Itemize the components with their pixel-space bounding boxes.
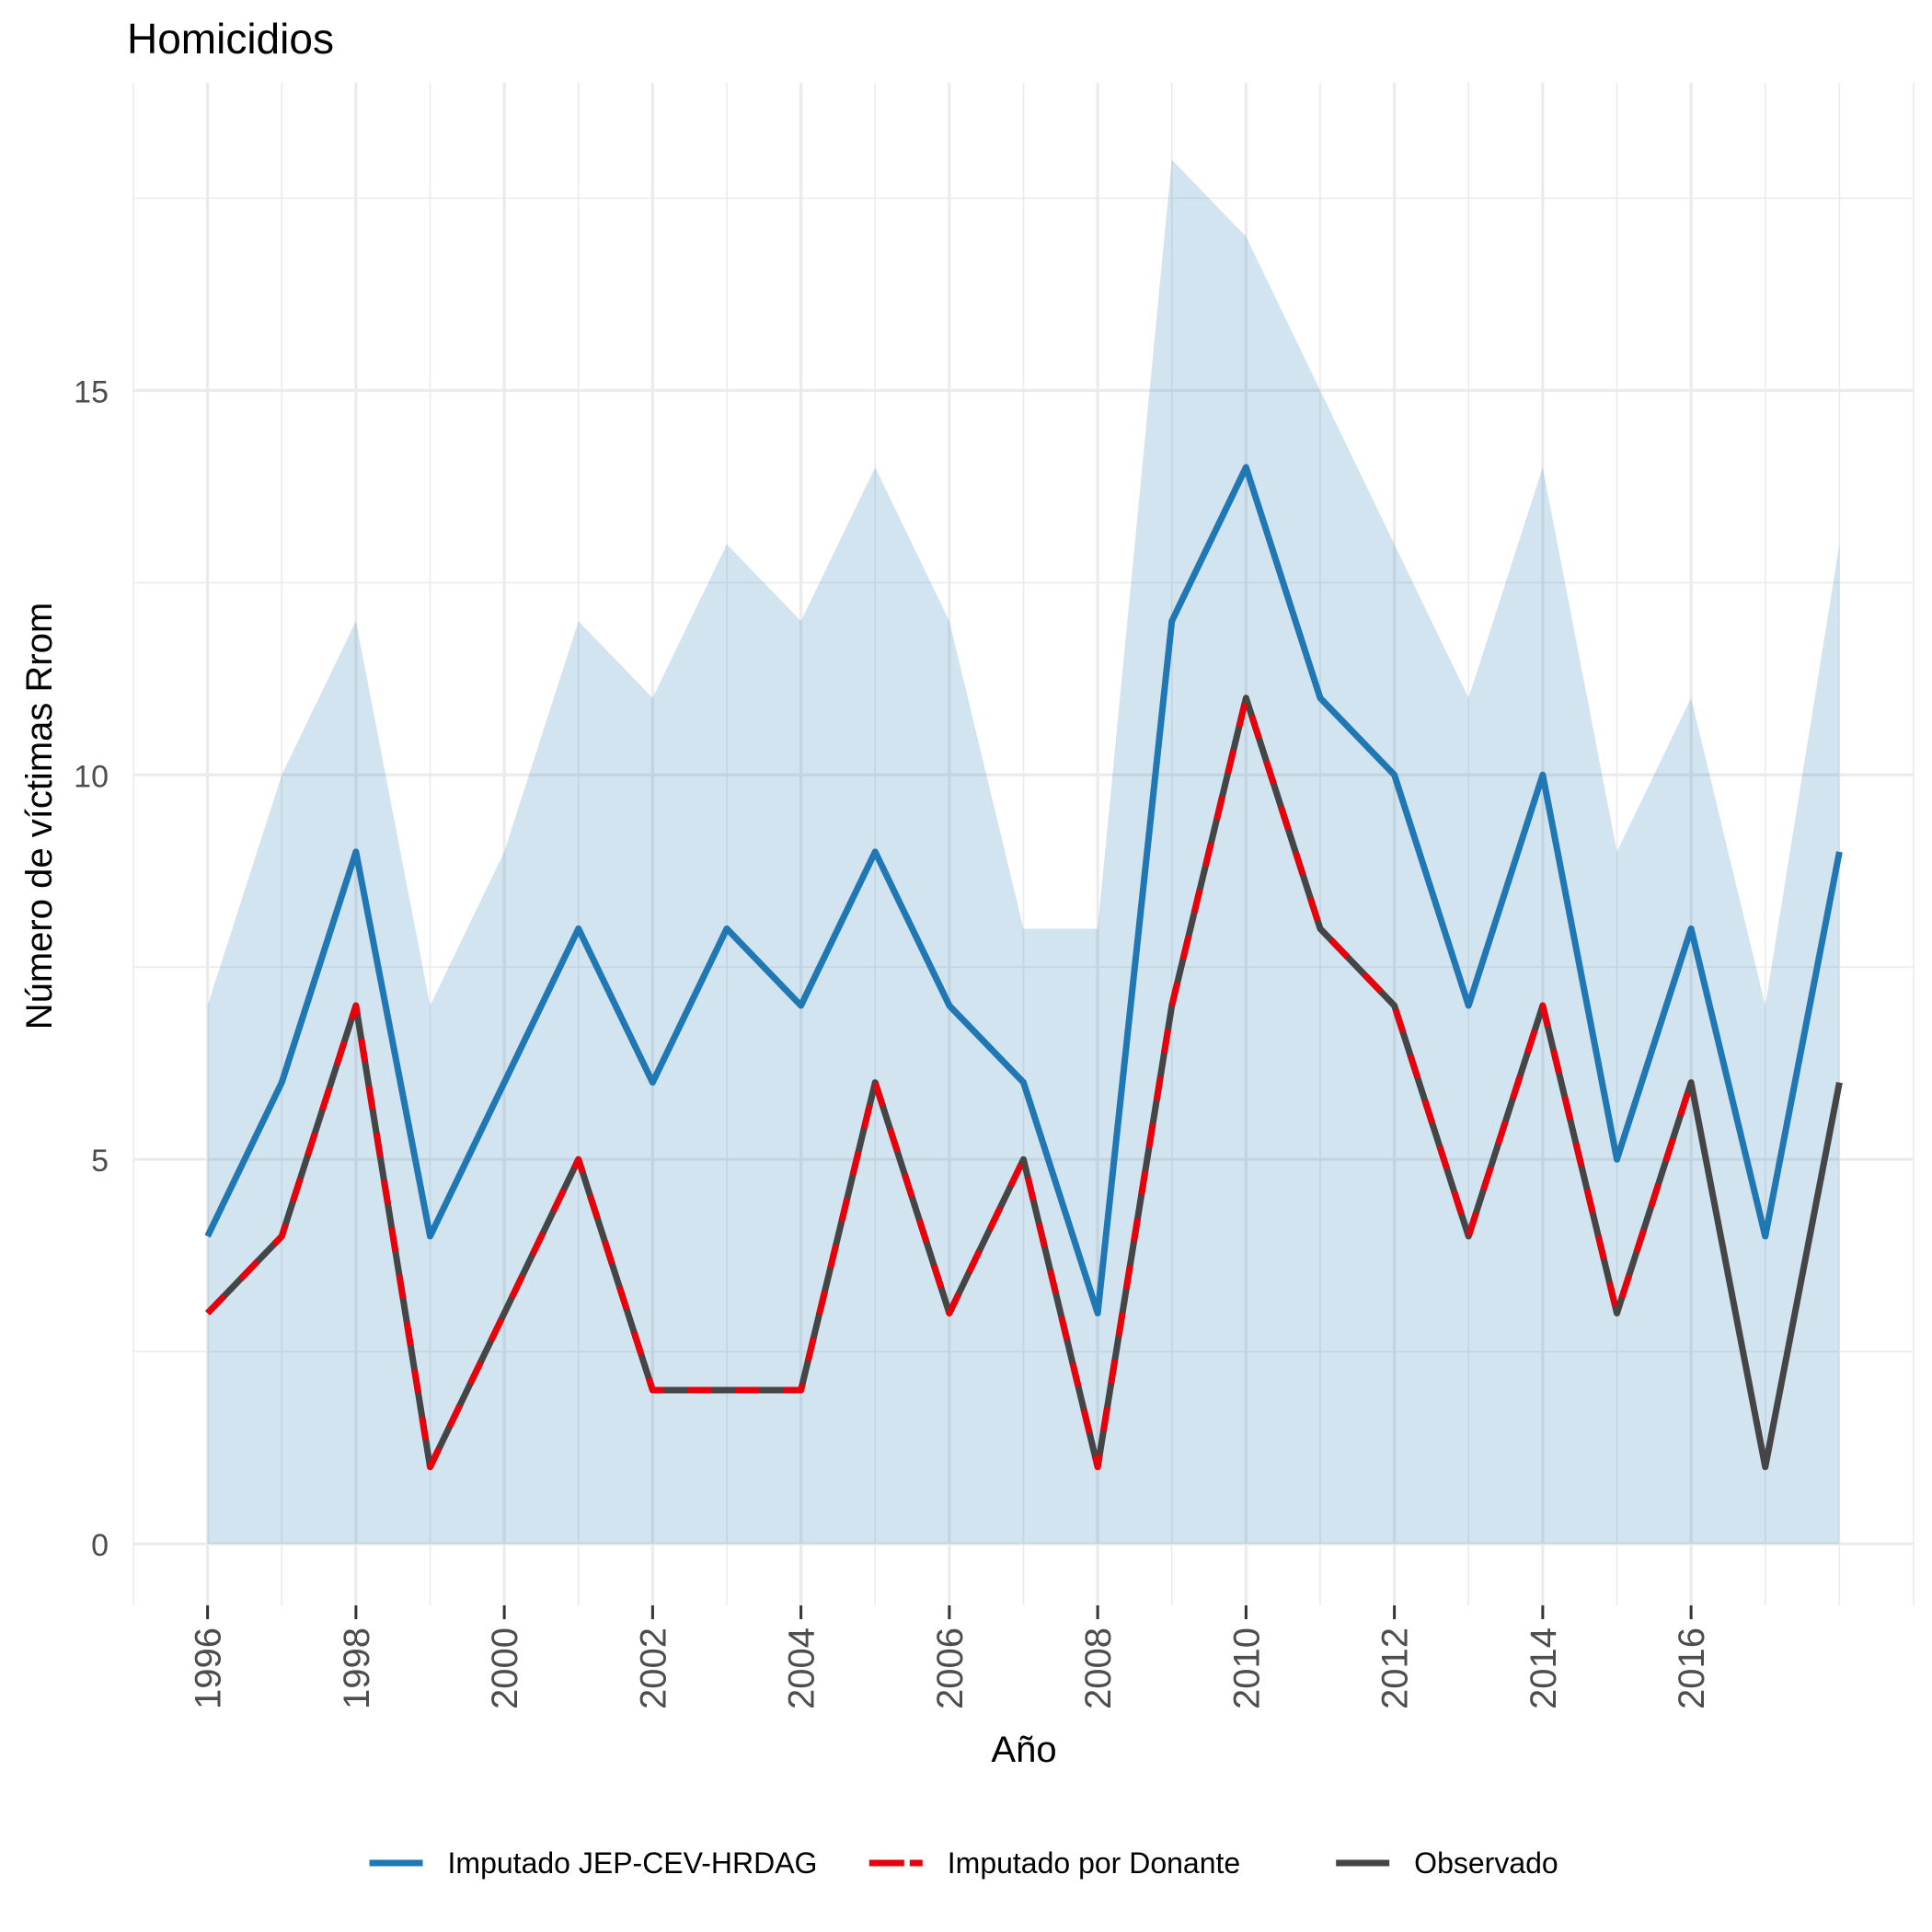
legend-label-2: Observado: [1414, 1846, 1558, 1880]
legend-label-1: Imputado por Donante: [948, 1846, 1240, 1880]
series-lines: [204, 464, 1843, 1471]
y-tick-label: 15: [74, 374, 109, 409]
x-tick-label: 2002: [633, 1627, 673, 1709]
y-axis-title: Número de víctimas Rrom: [19, 603, 60, 1030]
chart-title: Homicidios: [127, 15, 334, 63]
series-line-0: [204, 464, 1843, 1317]
x-tick-label: 2014: [1524, 1627, 1564, 1709]
x-tick-label: 2016: [1672, 1627, 1712, 1709]
x-tick-label: 2008: [1078, 1627, 1119, 1709]
band-area: [207, 159, 1840, 1545]
series-line-2: [205, 695, 1695, 1471]
x-tick-label: 2010: [1226, 1627, 1267, 1709]
x-tick-label: 2012: [1375, 1627, 1416, 1709]
x-tick-label: 1998: [337, 1627, 377, 1709]
x-axis-title: Año: [991, 1730, 1056, 1770]
y-tick-label: 5: [91, 1144, 109, 1179]
x-axis-ticks: 1996 1998 2000 2002 2004 2006 2008 2010 2012 2014…: [189, 1605, 1712, 1709]
uncertainty-band: [207, 159, 1840, 1545]
legend-label-0: Imputado JEP-CEV-HRDAG: [448, 1846, 818, 1880]
x-tick-label: 1996: [189, 1627, 229, 1709]
x-tick-label: 2004: [782, 1627, 822, 1709]
grid: [132, 83, 1915, 1605]
x-tick-label: 2000: [485, 1627, 525, 1709]
x-tick-label: 2006: [930, 1627, 971, 1709]
y-tick-label: 0: [91, 1528, 109, 1563]
legend: Imputado JEP-CEV-HRDAG Imputado por Donan…: [369, 1846, 1558, 1880]
y-axis-ticks: 0 5 10 15: [74, 374, 109, 1563]
y-tick-label: 10: [74, 759, 109, 794]
